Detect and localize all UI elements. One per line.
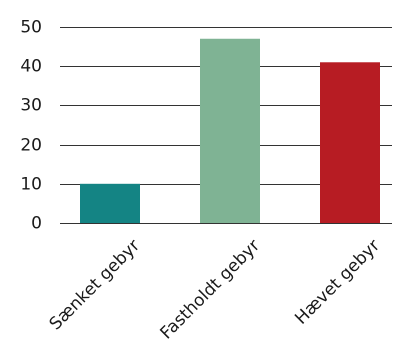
- y-tick-label: 10: [20, 175, 42, 195]
- bar-3: [320, 62, 380, 223]
- x-category-label: Hævet gebyr: [291, 236, 384, 329]
- bar-2: [200, 38, 260, 224]
- x-category-label: Sænket gebyr: [46, 236, 144, 334]
- y-tick-label: 50: [20, 18, 42, 38]
- y-tick-label: 30: [20, 96, 42, 116]
- bars: [80, 38, 380, 224]
- y-tick-label: 20: [20, 136, 42, 156]
- y-axis-tick-labels: 0 10 20 30 40 50: [20, 18, 42, 234]
- x-category-label: Fastholdt gebyr: [157, 236, 264, 343]
- y-tick-label: 40: [20, 57, 42, 77]
- y-tick-label: 0: [31, 214, 42, 234]
- bar-1: [80, 183, 140, 223]
- x-axis-category-labels: Sænket gebyr Fastholdt gebyr Hævet gebyr: [46, 236, 384, 343]
